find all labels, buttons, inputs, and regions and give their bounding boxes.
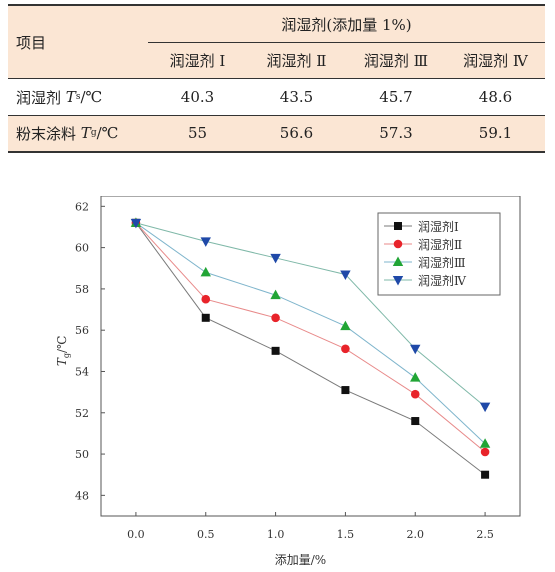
table-cell: 45.7: [379, 88, 413, 106]
data-point: [341, 344, 350, 354]
legend-label: 润湿剂Ⅲ: [418, 255, 466, 270]
column-header: 润湿剂 Ⅲ: [363, 51, 429, 70]
row-label-prefix: 润湿剂: [16, 88, 62, 107]
series-line: [135, 222, 486, 453]
column-header: 润湿剂 Ⅰ: [169, 51, 226, 70]
table-cell: 43.5: [279, 88, 314, 106]
column-header: 润湿剂 Ⅱ: [266, 51, 327, 70]
x-tick-label: 1.5: [337, 528, 355, 541]
data-point: [200, 266, 211, 277]
data-point: [270, 289, 281, 300]
data-point: [271, 346, 280, 355]
x-tick-label: 2.5: [476, 528, 494, 541]
series-line: [135, 222, 486, 445]
header-group-label: 润湿剂(添加量 1%): [281, 15, 412, 34]
legend-label: 润湿剂Ⅰ: [418, 219, 459, 234]
row-label-sub: g: [90, 128, 97, 138]
row-label-unit: /℃: [96, 124, 119, 142]
data-point: [481, 470, 490, 479]
series-line: [135, 222, 486, 407]
table-cell: 57.3: [379, 124, 413, 142]
legend: 润湿剂Ⅰ 润湿剂Ⅱ 润湿剂Ⅲ 润湿剂Ⅳ: [377, 212, 501, 296]
row-shade: [8, 115, 545, 151]
column-header: 润湿剂 Ⅳ: [463, 51, 528, 70]
table-cell: 40.3: [180, 88, 215, 106]
plot-frame: [100, 196, 521, 517]
header-item-label: 项目: [16, 33, 47, 52]
data-point: [200, 237, 211, 247]
legend-marker: [394, 222, 402, 230]
data-point: [480, 447, 490, 457]
table-cell: 48.6: [478, 88, 513, 106]
data-point: [340, 270, 351, 280]
data-point: [130, 218, 142, 229]
legend-marker: [393, 239, 403, 249]
table-cell: 56.6: [279, 124, 314, 142]
data-point: [410, 389, 420, 399]
data-point: [410, 372, 421, 382]
y-tick-label: 62: [75, 200, 89, 213]
y-tick-label: 50: [75, 448, 89, 461]
legend-marker: [392, 276, 404, 286]
row-label-prefix: 粉末涂料: [16, 124, 77, 143]
table-cell: 55: [187, 124, 208, 142]
data-point: [479, 438, 491, 448]
x-tick-label: 0.0: [127, 528, 145, 541]
table-cell: 59.1: [478, 124, 513, 142]
comparison-table: 项目 润湿剂(添加量 1%) 润湿剂 Ⅰ 润湿剂 Ⅱ 润湿剂 Ⅲ 润湿剂 Ⅳ 润…: [8, 4, 545, 154]
y-axis-label: Tg/℃: [55, 336, 71, 367]
data-point: [270, 253, 281, 264]
data-point: [410, 344, 421, 355]
y-tick-label: 54: [75, 365, 89, 378]
row-divider: [8, 115, 545, 116]
line-chart: 48 50 52 54 56 58 60 62 0.0 0.5 1.0 1.5 2.0 2.5 添加量/% T…: [55, 196, 521, 567]
legend-label: 润湿剂Ⅱ: [418, 237, 462, 252]
data-point: [201, 313, 210, 322]
y-tick-label: 56: [75, 324, 89, 337]
data-point: [340, 320, 351, 331]
data-point: [411, 417, 420, 426]
x-tick-label: 1.0: [267, 528, 285, 541]
legend-marker: [392, 256, 404, 266]
row-label-var: T: [80, 124, 91, 142]
x-axis-label: 添加量/%: [275, 553, 326, 567]
y-tick-label: 52: [75, 407, 89, 420]
x-tick-label: 2.0: [407, 528, 425, 541]
row-label-unit: /℃: [80, 88, 103, 106]
header-bottom-rule: [8, 78, 545, 79]
row-label-sub: s: [75, 92, 81, 102]
row-label-var: T: [65, 88, 76, 106]
data-point: [341, 386, 350, 395]
table-bottom-rule: [8, 151, 545, 153]
y-tick-label: 60: [75, 242, 89, 255]
table-top-rule: [8, 4, 545, 6]
data-point: [201, 294, 211, 304]
data-point: [479, 402, 491, 413]
y-tick-label: 48: [75, 489, 89, 502]
header-sub-rule: [148, 42, 545, 43]
series-line: [135, 222, 486, 476]
x-tick-label: 0.5: [197, 528, 215, 541]
legend-label: 润湿剂Ⅳ: [418, 273, 467, 288]
data-point: [271, 313, 280, 323]
y-tick-label: 58: [75, 283, 89, 296]
